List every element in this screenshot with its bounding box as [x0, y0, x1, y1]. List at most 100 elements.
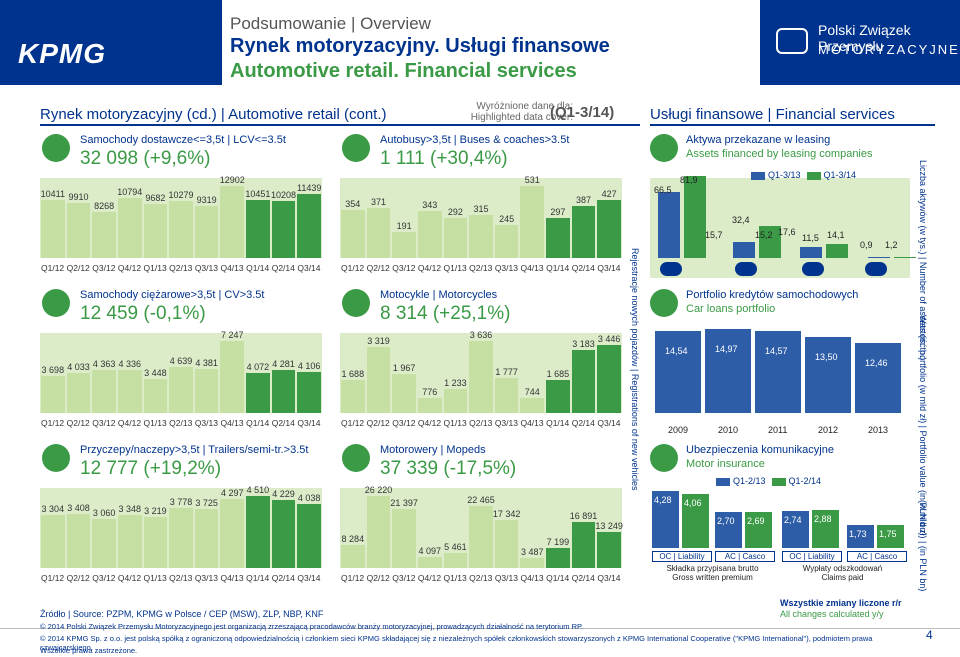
data-label: 4 072 — [246, 361, 270, 372]
data-label: 1 967 — [392, 363, 416, 374]
tick-label: Q2/14 — [571, 418, 595, 428]
bar — [297, 372, 321, 413]
bar — [366, 347, 391, 413]
bar — [494, 224, 519, 258]
bar — [246, 199, 270, 258]
changes-note-en: All changes calculated y/y — [780, 609, 884, 619]
data-label: 4 281 — [272, 359, 295, 370]
bar — [220, 499, 245, 568]
chart-title: Autobusy>3,5t | Buses & coaches>3.5t — [380, 134, 570, 146]
kpmg-logo: KPMG — [18, 38, 106, 69]
bar — [546, 548, 570, 568]
data-label: 4 510 — [246, 485, 270, 495]
bar — [220, 341, 245, 413]
chart-title: Portfolio kredytów samochodowych — [686, 289, 859, 301]
chart-headline: 12 459 (-0,1%) — [80, 303, 206, 324]
vehicle-icon — [342, 134, 370, 162]
tick-label: Q1/12 — [341, 263, 365, 273]
vehicle-icon — [42, 289, 70, 317]
tick-label: Q4/12 — [417, 263, 442, 273]
tick-label: Q2/12 — [366, 573, 390, 583]
bar — [194, 205, 219, 258]
tick-label: 2009 — [668, 425, 689, 435]
chart-title: Ubezpieczenia komunikacyjne — [686, 444, 834, 456]
legend-swatch — [771, 477, 786, 486]
changes-note-pl: Wszystkie zmiany liczone r/r — [780, 598, 902, 608]
data-label: 315 — [473, 204, 489, 215]
bar — [366, 496, 391, 568]
bar — [520, 186, 545, 258]
bar — [443, 218, 468, 258]
page-number: 4 — [926, 628, 933, 642]
copyright-kpmg: © 2014 KPMG Sp. z o.o. jest polską spółk… — [40, 634, 873, 652]
tick-label: 2011 — [768, 425, 788, 435]
bar — [143, 378, 168, 413]
bar — [469, 506, 493, 568]
bar — [546, 217, 570, 258]
bar — [469, 341, 493, 413]
tick-label: Q4/13 — [220, 263, 244, 273]
bar — [341, 545, 365, 568]
data-label: 66,5 — [654, 185, 672, 195]
tick-label: Q1/13 — [143, 573, 167, 583]
bar — [194, 508, 219, 568]
bar — [117, 514, 142, 568]
data-label: 17,6 — [778, 227, 796, 237]
data-label: 4 229 — [272, 489, 295, 500]
data-label: 7 247 — [221, 330, 244, 340]
data-label: 0,9 — [860, 240, 873, 250]
tick-label: Q3/12 — [92, 263, 116, 273]
tick-label: Q2/13 — [169, 418, 193, 428]
bar — [143, 516, 168, 568]
data-label: 3 319 — [367, 336, 390, 347]
data-label: 8 284 — [341, 534, 365, 545]
vehicle-icon — [342, 444, 370, 472]
bank-icon — [650, 289, 678, 317]
data-label: 13 249 — [595, 520, 623, 531]
data-label: 3 219 — [144, 505, 167, 516]
bar — [246, 496, 270, 568]
tick-label: Q2/13 — [469, 418, 493, 428]
registrations-side-label: Rejestracje nowych pojazdów | Registrati… — [630, 248, 640, 491]
bar — [826, 243, 848, 258]
data-label: 3 778 — [169, 496, 193, 507]
bar — [546, 379, 570, 413]
data-label: 9682 — [145, 192, 166, 203]
highlight-label-en: Highlighted data cover: — [470, 112, 573, 123]
bar — [520, 398, 545, 413]
tick-label: Q2/13 — [169, 573, 193, 583]
bar — [805, 337, 851, 413]
chart-title-en: Car loans portfolio — [686, 303, 776, 315]
data-label: 427 — [601, 189, 617, 200]
data-label: 776 — [422, 386, 438, 397]
bar — [877, 524, 904, 548]
page-subtitle: Automotive retail. Financial services — [230, 60, 577, 82]
bar — [494, 377, 519, 413]
car-emblem-icon — [776, 28, 808, 54]
group-label: Składka przypisana brutto Gross written … — [666, 564, 759, 582]
bar — [847, 524, 874, 548]
tick-label: Q3/13 — [494, 573, 518, 583]
chart-title: Motocykle | Motorcycles — [380, 289, 498, 301]
legend-item: Q1-2/14 — [788, 476, 822, 486]
tick-label: Q2/12 — [366, 263, 390, 273]
data-label: 14,57 — [765, 346, 788, 357]
bar — [92, 211, 116, 258]
bar — [66, 202, 91, 258]
bar — [571, 205, 596, 258]
bar — [684, 176, 706, 258]
bar — [66, 513, 91, 568]
chart-title: Przyczepy/naczepy>3,5t | Trailers/semi-t… — [80, 444, 309, 456]
tick-label: Q2/14 — [571, 573, 595, 583]
tick-label: Q1/14 — [246, 573, 270, 583]
data-label: 4 033 — [67, 361, 90, 372]
asset-type-icon — [802, 262, 824, 276]
tick-label: Q1/13 — [443, 263, 467, 273]
tick-label: Q3/14 — [597, 573, 621, 583]
category-label: AC | Casco — [847, 551, 907, 562]
tick-label: Q1/14 — [546, 263, 570, 273]
bar — [597, 344, 621, 413]
category-label: AC | Casco — [715, 551, 775, 562]
bar — [469, 215, 493, 258]
tick-label: Q3/13 — [194, 263, 218, 273]
